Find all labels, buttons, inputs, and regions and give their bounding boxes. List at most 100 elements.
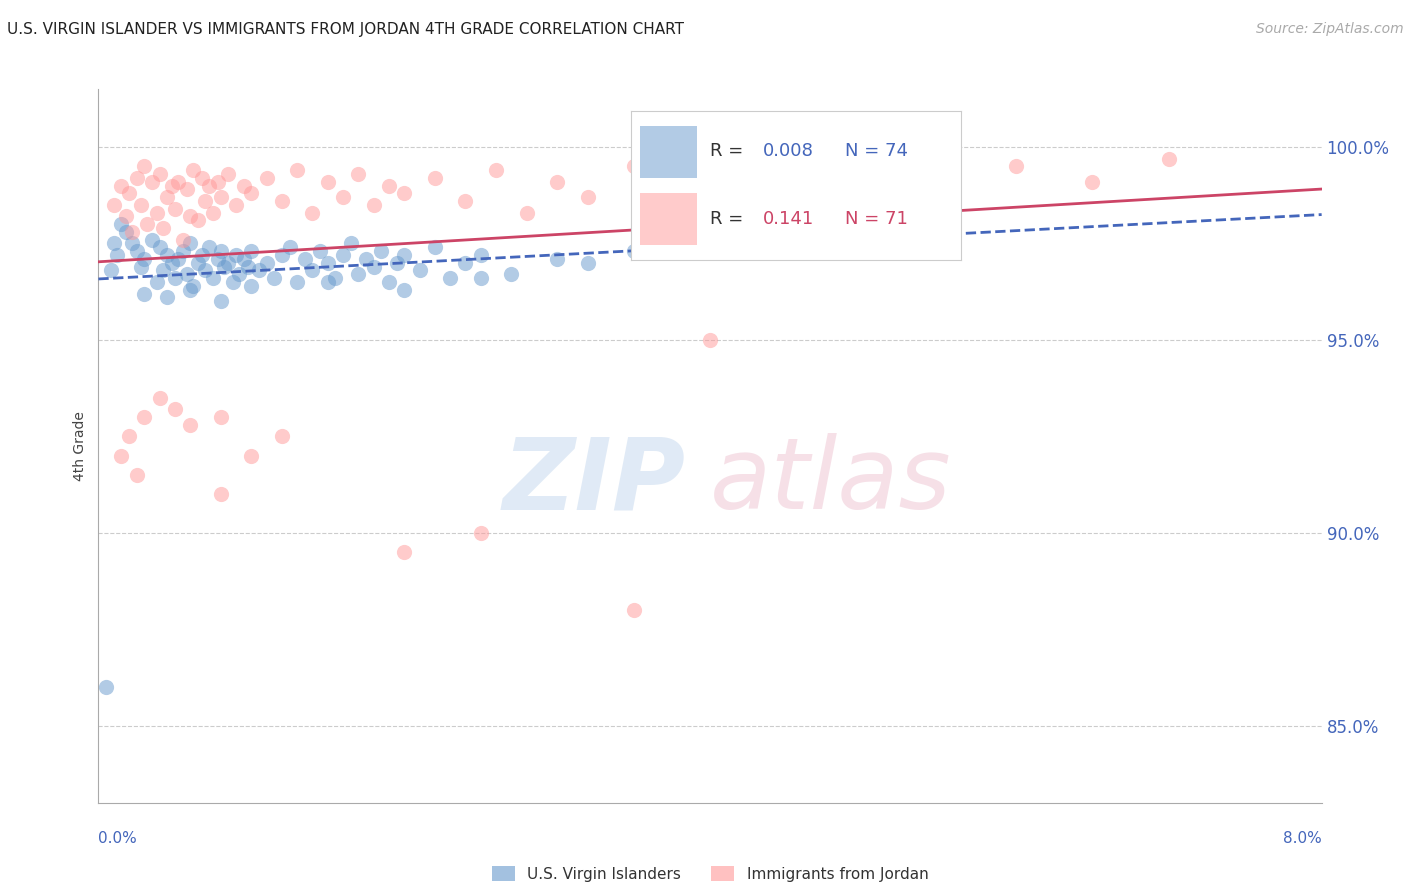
Point (160, 256, 183, 270)
Point (105, 248, 128, 262)
Point (209, 487, 232, 501)
Legend: U.S. Virgin Islanders, Immigrants from Jordan: U.S. Virgin Islanders, Immigrants from J… (485, 860, 935, 888)
Point (240, 186, 263, 201)
Point (332, 248, 354, 262)
Point (699, 333, 721, 347)
Point (699, 170, 721, 185)
Point (347, 268, 370, 282)
Point (163, 271, 186, 285)
Point (454, 256, 477, 270)
Point (156, 190, 179, 204)
Point (152, 221, 174, 235)
Point (202, 271, 225, 285)
Point (439, 271, 461, 285)
Point (316, 256, 339, 270)
Point (316, 275, 339, 289)
Point (470, 271, 492, 285)
Point (152, 263, 174, 277)
Point (172, 244, 194, 259)
Point (115, 210, 138, 224)
Point (110, 178, 132, 193)
Point (172, 233, 194, 247)
Point (134, 159, 156, 173)
Point (485, 163, 508, 178)
Point (100, 263, 122, 277)
Point (163, 402, 186, 417)
Point (115, 225, 138, 239)
Point (240, 449, 263, 463)
Point (179, 283, 201, 297)
Point (125, 244, 148, 259)
Point (408, 263, 430, 277)
Point (378, 178, 401, 193)
Text: U.S. VIRGIN ISLANDER VS IMMIGRANTS FROM JORDAN 4TH GRADE CORRELATION CHART: U.S. VIRGIN ISLANDER VS IMMIGRANTS FROM … (7, 22, 685, 37)
Point (176, 182, 198, 196)
Point (209, 294, 232, 309)
Point (129, 260, 152, 274)
Point (623, 244, 645, 259)
Text: ZIP: ZIP (502, 434, 686, 530)
Point (1157, 152, 1180, 166)
Point (546, 175, 568, 189)
Point (202, 205, 225, 219)
Point (332, 190, 354, 204)
Point (94, 680, 117, 694)
Point (392, 186, 416, 201)
Point (240, 279, 263, 293)
Point (194, 263, 217, 277)
Point (228, 268, 250, 282)
Point (179, 210, 201, 224)
Point (1081, 175, 1104, 189)
Point (576, 256, 599, 270)
Point (145, 275, 167, 289)
Point (179, 236, 201, 251)
Point (240, 244, 263, 259)
Point (263, 271, 285, 285)
Point (134, 410, 156, 425)
Point (207, 175, 229, 189)
Point (256, 170, 278, 185)
Point (194, 194, 217, 208)
Point (125, 467, 148, 482)
Text: 8.0%: 8.0% (1282, 831, 1322, 846)
Point (347, 167, 370, 181)
Point (121, 225, 143, 239)
Point (176, 268, 198, 282)
Point (294, 252, 316, 266)
Point (309, 244, 332, 259)
Point (197, 178, 219, 193)
Point (354, 252, 377, 266)
Point (370, 244, 392, 259)
Point (222, 275, 245, 289)
Point (197, 240, 219, 254)
Point (110, 217, 132, 231)
Point (852, 178, 875, 193)
Point (325, 271, 347, 285)
Point (187, 213, 209, 227)
Text: 0.0%: 0.0% (98, 831, 138, 846)
Point (546, 252, 568, 266)
Point (207, 252, 229, 266)
Point (209, 190, 232, 204)
Point (141, 233, 163, 247)
Point (378, 275, 401, 289)
Point (149, 391, 172, 405)
Point (363, 198, 385, 212)
Point (110, 449, 132, 463)
Point (515, 205, 537, 219)
Point (385, 256, 408, 270)
Point (301, 263, 323, 277)
Point (454, 194, 477, 208)
Point (1004, 159, 1026, 173)
Point (392, 283, 416, 297)
Point (232, 252, 254, 266)
Point (278, 240, 301, 254)
Point (270, 248, 294, 262)
Point (256, 256, 278, 270)
Point (392, 248, 416, 262)
Point (423, 170, 446, 185)
Point (167, 175, 190, 189)
Point (209, 410, 232, 425)
Point (179, 417, 201, 432)
Point (316, 175, 339, 189)
